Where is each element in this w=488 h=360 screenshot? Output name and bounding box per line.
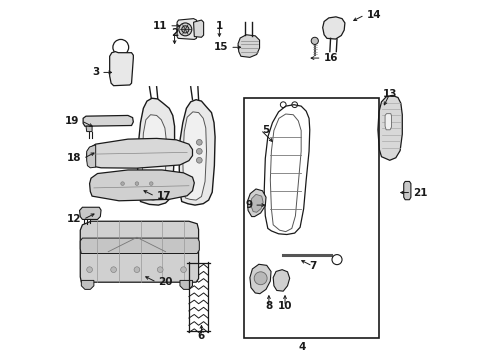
Circle shape [196, 148, 202, 154]
Text: 15: 15 [213, 42, 228, 52]
Text: 5: 5 [262, 125, 269, 135]
Text: 4: 4 [298, 342, 305, 352]
Polygon shape [193, 20, 203, 37]
Text: 13: 13 [382, 89, 396, 99]
Polygon shape [89, 170, 194, 201]
Polygon shape [80, 238, 199, 253]
Polygon shape [247, 189, 265, 217]
Polygon shape [86, 138, 192, 168]
Circle shape [196, 157, 202, 163]
Text: 17: 17 [156, 191, 171, 201]
Polygon shape [137, 98, 174, 205]
Text: 12: 12 [67, 215, 81, 224]
Circle shape [135, 182, 139, 185]
Polygon shape [83, 116, 133, 126]
Polygon shape [238, 35, 259, 57]
Polygon shape [86, 126, 92, 132]
Text: 2: 2 [171, 28, 178, 38]
Circle shape [310, 37, 318, 44]
Polygon shape [273, 270, 289, 291]
Polygon shape [80, 221, 198, 282]
Text: 7: 7 [308, 261, 316, 271]
Polygon shape [249, 264, 270, 294]
Circle shape [254, 272, 266, 285]
Text: 21: 21 [412, 188, 427, 198]
Circle shape [157, 267, 163, 273]
Text: 14: 14 [366, 10, 380, 20]
Text: 3: 3 [92, 67, 99, 77]
Bar [244, 98, 378, 338]
Polygon shape [109, 51, 133, 86]
Circle shape [196, 139, 202, 145]
Text: 8: 8 [264, 301, 272, 311]
Circle shape [182, 26, 188, 33]
Text: 19: 19 [65, 116, 80, 126]
Circle shape [86, 267, 92, 273]
Polygon shape [180, 280, 192, 289]
Polygon shape [86, 145, 96, 168]
Text: 10: 10 [277, 301, 292, 311]
Polygon shape [384, 114, 391, 130]
Circle shape [134, 267, 140, 273]
Text: 11: 11 [153, 21, 167, 31]
Circle shape [179, 23, 191, 36]
Text: 18: 18 [67, 153, 81, 163]
Circle shape [110, 267, 116, 273]
Polygon shape [81, 280, 94, 289]
Polygon shape [183, 112, 206, 200]
Polygon shape [179, 100, 215, 205]
Circle shape [180, 267, 186, 273]
Polygon shape [403, 181, 410, 200]
Polygon shape [322, 17, 344, 39]
Polygon shape [142, 115, 166, 200]
Text: 20: 20 [158, 277, 173, 287]
Text: 9: 9 [245, 200, 252, 210]
Polygon shape [250, 194, 263, 212]
Text: 1: 1 [215, 21, 223, 31]
Circle shape [121, 182, 124, 185]
Circle shape [149, 182, 153, 185]
Polygon shape [377, 95, 402, 160]
Text: 16: 16 [323, 53, 337, 63]
Polygon shape [80, 207, 101, 220]
Text: 6: 6 [198, 331, 204, 341]
Polygon shape [177, 19, 198, 40]
